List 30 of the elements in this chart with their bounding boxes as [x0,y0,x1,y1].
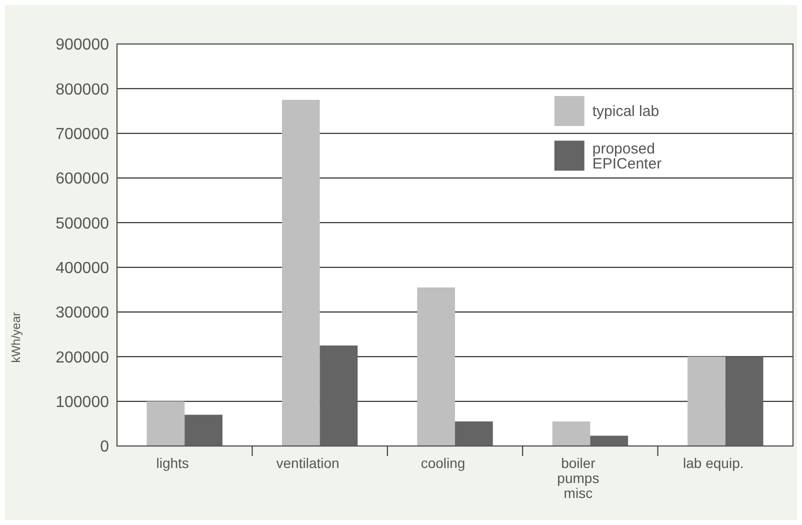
bar [552,421,590,446]
legend-entry: proposed EPICenter [554,140,662,173]
bar [688,356,726,446]
x-tick-label: boiler pumps misc [557,455,600,501]
legend-label: typical lab [592,103,660,120]
y-tick-label: 800000 [56,81,110,98]
y-tick-label: 200000 [56,349,110,366]
y-tick-label: 400000 [56,260,110,277]
bar [146,401,185,446]
y-tick-label: 0 [100,438,110,456]
x-tick-label: lab equip. [683,455,744,471]
legend-label: proposed EPICenter [592,140,662,173]
y-tick-label: 900000 [56,36,110,54]
bar [320,346,358,446]
bar [417,287,455,446]
legend-entry: typical lab [554,96,660,126]
x-tick-label: ventilation [276,455,340,471]
y-tick-label: 100000 [56,394,110,411]
x-tick-label: cooling [420,455,466,471]
y-tick-label: 700000 [56,126,110,143]
bar [725,356,764,446]
y-axis-title: kWh/year [9,312,23,363]
y-tick-label: 600000 [56,170,110,188]
bar [590,436,628,446]
bar [184,414,222,446]
y-tick-label: 500000 [56,215,110,232]
bar [455,421,493,446]
bar [282,100,320,446]
y-tick-label: 300000 [56,304,110,322]
x-tick-label: lights [156,455,189,471]
